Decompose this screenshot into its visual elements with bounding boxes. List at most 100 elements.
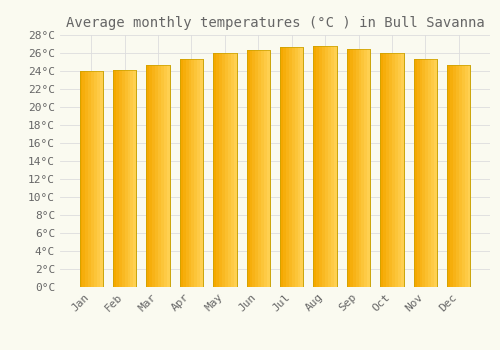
Bar [414, 59, 437, 287]
Bar [246, 50, 250, 287]
Bar [213, 53, 216, 287]
Bar [213, 53, 219, 287]
Bar [225, 53, 228, 287]
Bar [334, 46, 337, 287]
Bar [289, 47, 292, 287]
Bar [298, 47, 300, 287]
Bar [216, 53, 219, 287]
Bar [80, 71, 86, 287]
Bar [422, 59, 426, 287]
Bar [447, 65, 450, 287]
Bar [94, 71, 97, 287]
Bar [352, 49, 356, 287]
Bar [398, 53, 400, 287]
Bar [258, 50, 261, 287]
Bar [180, 59, 203, 287]
Bar [468, 65, 470, 287]
Bar [256, 50, 258, 287]
Bar [230, 53, 234, 287]
Bar [464, 65, 468, 287]
Bar [414, 59, 416, 287]
Title: Average monthly temperatures (°C ) in Bull Savanna: Average monthly temperatures (°C ) in Bu… [66, 16, 484, 30]
Bar [250, 50, 252, 287]
Bar [128, 70, 130, 287]
Bar [180, 59, 182, 287]
Bar [347, 49, 352, 287]
Bar [314, 46, 337, 287]
Bar [331, 46, 334, 287]
Bar [325, 46, 328, 287]
Bar [122, 70, 124, 287]
Bar [80, 71, 82, 287]
Bar [261, 50, 264, 287]
Bar [280, 47, 303, 287]
Bar [280, 47, 286, 287]
Bar [192, 59, 194, 287]
Bar [447, 65, 453, 287]
Bar [380, 53, 404, 287]
Bar [264, 50, 267, 287]
Bar [80, 71, 103, 287]
Bar [246, 50, 270, 287]
Bar [161, 65, 164, 287]
Bar [146, 65, 152, 287]
Bar [392, 53, 395, 287]
Bar [86, 71, 88, 287]
Bar [447, 65, 470, 287]
Bar [428, 59, 431, 287]
Bar [200, 59, 203, 287]
Bar [164, 65, 167, 287]
Bar [134, 70, 136, 287]
Bar [447, 65, 470, 287]
Bar [100, 71, 103, 287]
Bar [358, 49, 362, 287]
Bar [234, 53, 236, 287]
Bar [113, 70, 119, 287]
Bar [389, 53, 392, 287]
Bar [380, 53, 404, 287]
Bar [350, 49, 352, 287]
Bar [188, 59, 192, 287]
Bar [414, 59, 437, 287]
Bar [328, 46, 331, 287]
Bar [294, 47, 298, 287]
Bar [364, 49, 368, 287]
Bar [246, 50, 252, 287]
Bar [213, 53, 236, 287]
Bar [283, 47, 286, 287]
Bar [252, 50, 256, 287]
Bar [155, 65, 158, 287]
Bar [80, 71, 103, 287]
Bar [347, 49, 370, 287]
Bar [213, 53, 236, 287]
Bar [228, 53, 230, 287]
Bar [395, 53, 398, 287]
Bar [456, 65, 459, 287]
Bar [150, 65, 152, 287]
Bar [414, 59, 420, 287]
Bar [450, 65, 453, 287]
Bar [146, 65, 150, 287]
Bar [292, 47, 294, 287]
Bar [347, 49, 370, 287]
Bar [416, 59, 420, 287]
Bar [180, 59, 186, 287]
Bar [146, 65, 170, 287]
Bar [113, 70, 136, 287]
Bar [82, 71, 86, 287]
Bar [356, 49, 358, 287]
Bar [124, 70, 128, 287]
Bar [347, 49, 350, 287]
Bar [426, 59, 428, 287]
Bar [198, 59, 200, 287]
Bar [119, 70, 122, 287]
Bar [280, 47, 303, 287]
Bar [314, 46, 316, 287]
Bar [97, 71, 100, 287]
Bar [222, 53, 225, 287]
Bar [322, 46, 325, 287]
Bar [462, 65, 464, 287]
Bar [316, 46, 320, 287]
Bar [314, 46, 320, 287]
Bar [368, 49, 370, 287]
